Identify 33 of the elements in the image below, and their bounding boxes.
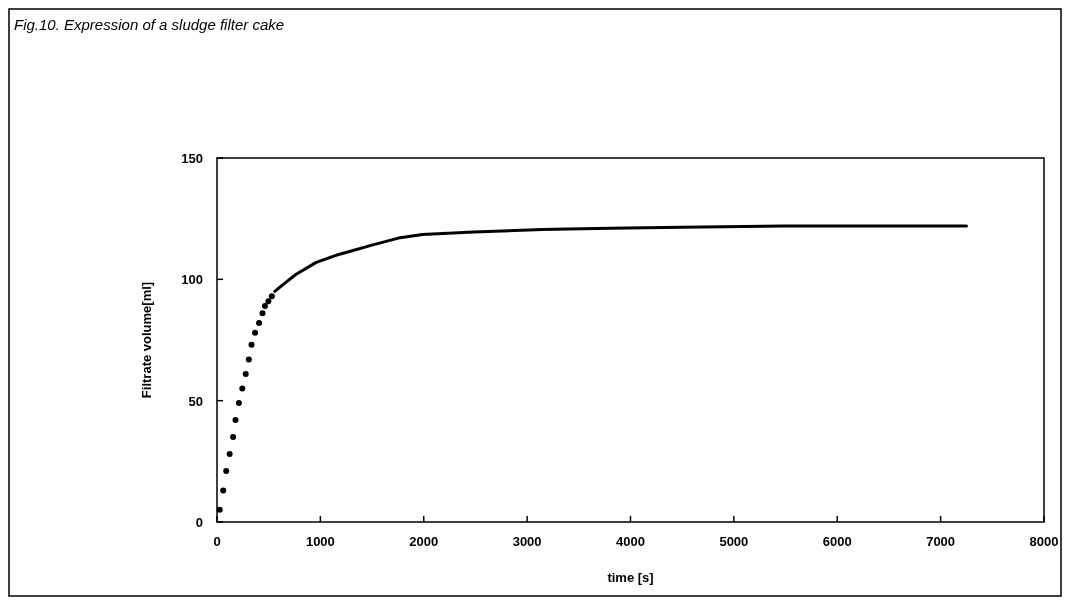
y-tick-label: 50 — [188, 393, 203, 409]
point — [259, 310, 266, 317]
point — [216, 506, 223, 513]
x-tick-label: 2000 — [409, 534, 439, 549]
point — [230, 434, 237, 441]
x-tick-label: 5000 — [719, 534, 749, 549]
point — [252, 329, 259, 336]
chart-title: Fig.10. Expression of a sludge filter cake — [14, 16, 285, 33]
x-tick-label: 4000 — [616, 534, 645, 549]
point — [220, 487, 227, 494]
point — [245, 356, 252, 363]
point — [248, 341, 255, 348]
point — [261, 303, 268, 310]
x-tick-label: 3000 — [512, 534, 542, 549]
point — [242, 370, 249, 377]
x-tick-label: 1000 — [305, 534, 335, 549]
point — [268, 293, 275, 300]
x-tick-label: 6000 — [822, 534, 852, 549]
y-tick-label: 100 — [181, 272, 203, 288]
x-tick-label: 7000 — [926, 534, 956, 549]
point — [235, 400, 242, 407]
point — [265, 298, 272, 305]
point — [239, 385, 246, 392]
point — [256, 320, 263, 327]
point — [226, 451, 233, 458]
x-tick-label: 0 — [213, 534, 221, 549]
point — [232, 417, 239, 424]
y-tick-label: 0 — [195, 515, 203, 530]
x-axis-title: time [s] — [607, 570, 654, 585]
x-tick-label: 8000 — [1029, 534, 1059, 549]
point — [223, 468, 230, 475]
y-axis-title: Filtrate volume[ml] — [139, 281, 154, 399]
y-tick-label: 150 — [181, 151, 203, 166]
